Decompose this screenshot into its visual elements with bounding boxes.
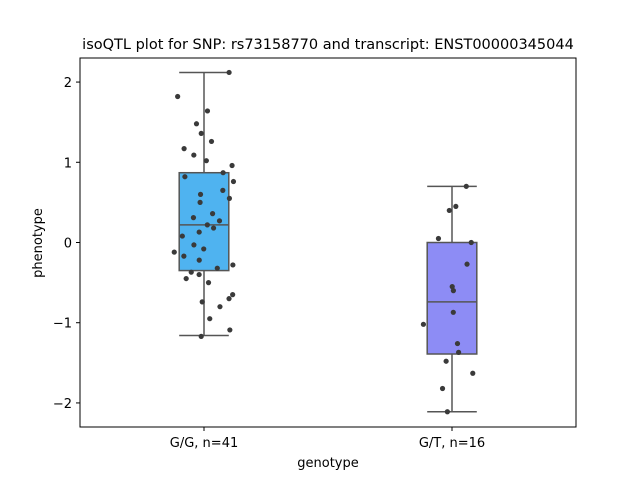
data-point — [463, 183, 469, 189]
data-point — [208, 138, 215, 145]
data-point — [181, 146, 187, 152]
plot-frame — [79, 57, 577, 428]
data-point — [464, 261, 470, 267]
y-tick-label: 1 — [64, 156, 72, 171]
data-point — [230, 262, 236, 268]
y-tick-label: −2 — [53, 397, 72, 412]
data-point — [198, 130, 204, 137]
box-iqr — [426, 241, 478, 355]
data-point — [197, 191, 204, 197]
data-point — [183, 275, 189, 282]
data-point — [220, 170, 226, 176]
data-point — [179, 233, 185, 239]
y-tick-label: 2 — [64, 76, 72, 91]
data-point — [439, 385, 446, 392]
data-point — [204, 222, 210, 228]
data-point — [209, 211, 216, 217]
data-point — [181, 253, 187, 259]
data-point — [468, 239, 474, 246]
data-point — [197, 199, 203, 205]
data-point — [226, 69, 232, 76]
data-point — [199, 299, 205, 305]
data-point — [210, 225, 217, 231]
y-tick-label: −1 — [53, 317, 72, 332]
data-point — [230, 178, 237, 185]
data-point — [217, 304, 223, 310]
chart-title: isoQTL plot for SNP: rs73158770 and tran… — [82, 37, 574, 53]
x-tick-label: G/G, n=41 — [170, 436, 238, 451]
data-point — [454, 340, 461, 347]
data-point — [450, 309, 456, 315]
data-point — [198, 333, 204, 339]
data-point — [226, 195, 233, 201]
data-point — [201, 246, 207, 252]
data-point — [450, 288, 456, 294]
data-point — [230, 292, 236, 298]
data-point — [191, 152, 197, 158]
y-axis-label: phenotype — [31, 208, 46, 278]
data-point — [443, 358, 449, 364]
data-point — [203, 158, 209, 164]
data-point — [182, 174, 188, 180]
data-point — [193, 121, 200, 127]
data-point — [196, 229, 202, 235]
data-point — [196, 271, 202, 278]
data-point — [229, 162, 235, 169]
data-point — [175, 93, 181, 100]
data-point — [214, 265, 220, 271]
data-point — [205, 280, 212, 286]
data-point — [207, 316, 213, 322]
data-point — [188, 269, 194, 275]
data-point — [191, 242, 197, 248]
data-point — [456, 349, 462, 355]
data-point — [227, 327, 233, 333]
data-point — [204, 108, 211, 114]
data-point — [453, 203, 459, 210]
x-axis-label: genotype — [297, 456, 358, 471]
data-point — [190, 215, 197, 221]
data-point — [446, 207, 452, 214]
data-point — [435, 235, 442, 242]
data-point — [226, 296, 232, 302]
data-point — [220, 187, 226, 193]
data-point — [171, 249, 177, 255]
y-tick-label: 0 — [64, 237, 72, 252]
data-point — [196, 257, 202, 263]
data-point — [449, 284, 455, 290]
x-tick-label: G/T, n=16 — [419, 436, 485, 451]
data-point — [444, 409, 450, 415]
data-point — [420, 321, 427, 327]
data-point — [470, 370, 476, 376]
data-point — [216, 218, 223, 224]
plot-area — [171, 69, 478, 415]
